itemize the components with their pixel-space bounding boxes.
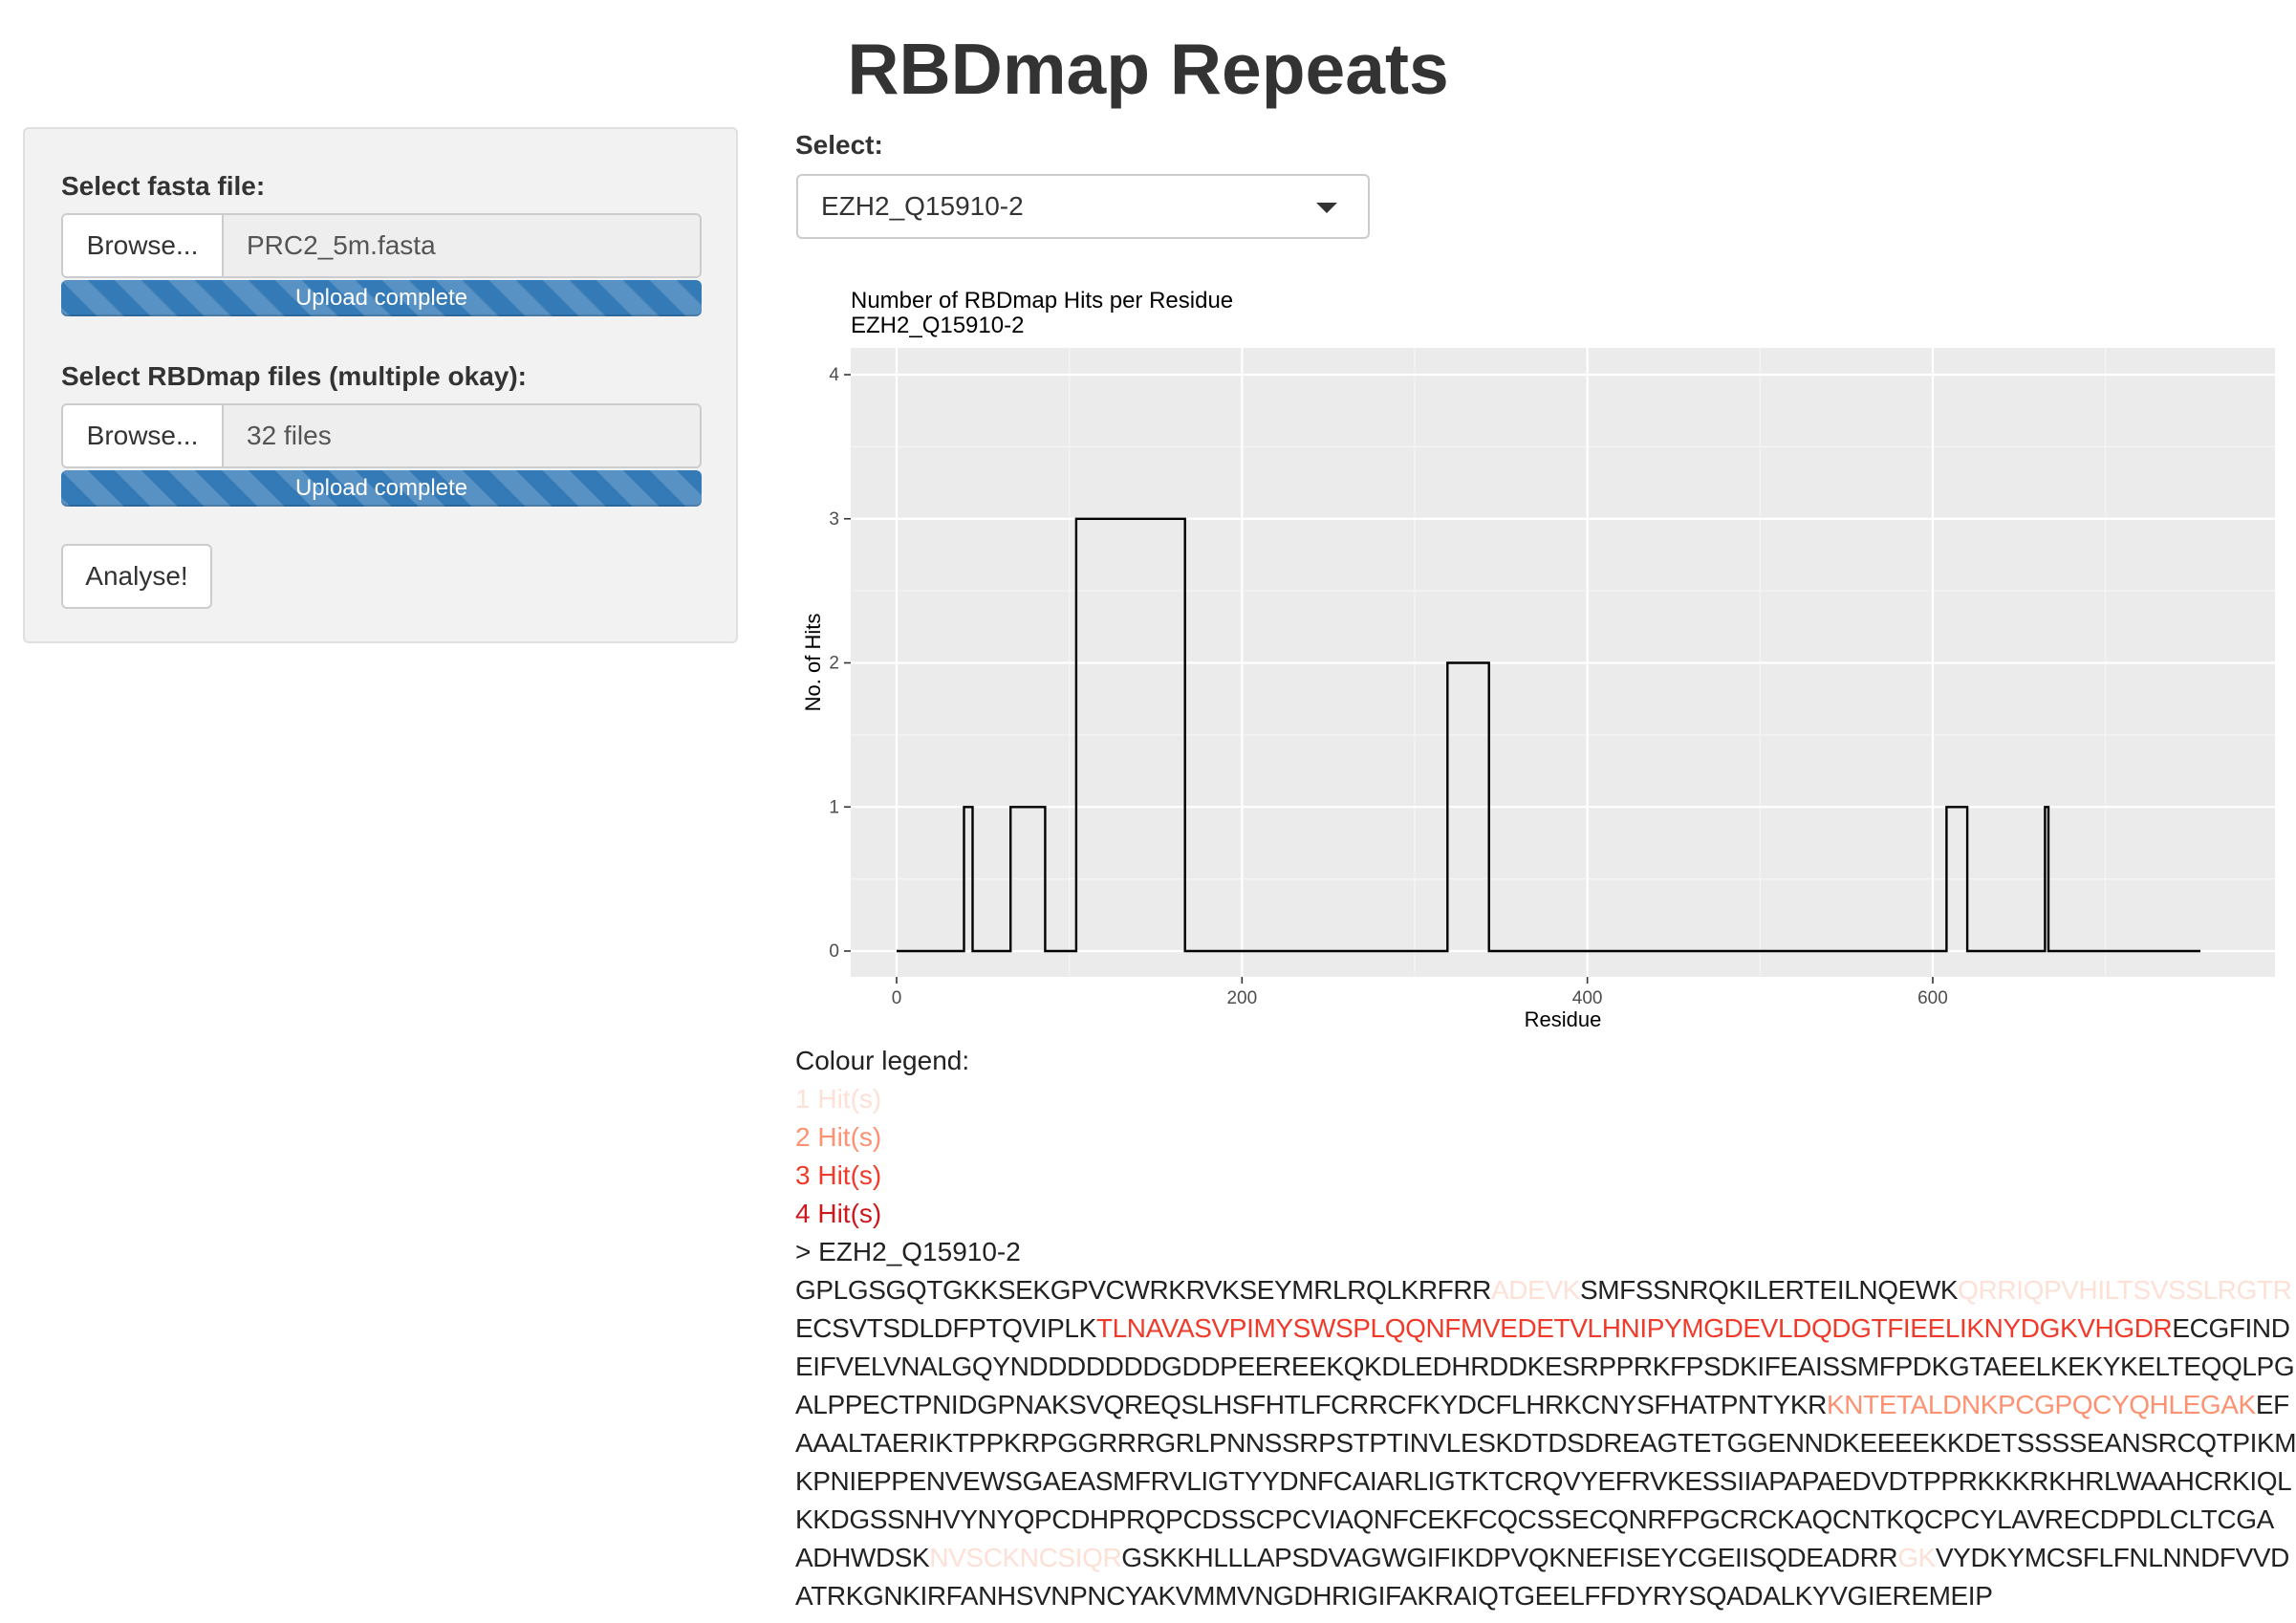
protein-select[interactable]: EZH2_Q15910-2 [796,174,1370,239]
chart-subtitle: EZH2_Q15910-2 [851,313,1024,338]
sequence-line: ECSVTSDLDFPTQVIPLKTLNAVASVPIMYSWSPLQQNFM… [795,1309,2296,1348]
sequence-segment: ECSVTSDLDFPTQVIPLK [795,1313,1096,1343]
sequence-segment: VYDKYMCSFLFNLNNDFVVD [1935,1543,2289,1572]
legend-items: 1 Hit(s) 2 Hit(s) 3 Hit(s) 4 Hit(s) [795,1080,2296,1233]
protein-select-label: Select: [795,130,883,160]
rbdmap-file-input[interactable]: Browse... 32 files [61,403,702,468]
sequence-line: KKDGSSNHVYNYQPCDHPRQPCDSSCPCVIAQNFCEKFCQ… [795,1501,2296,1539]
sequence-line: AAALTAERIKTPPKRPGGRRRGRLPNNSSRPSTPTINVLE… [795,1424,2296,1462]
sequence-segment: AAALTAERIKTPPKRPGGRRRGRLPNNSSRPSTPTINVLE… [795,1428,2296,1458]
hit-segment: NVSCKNCSIQR [929,1543,1122,1572]
hits-step-line [897,517,2200,953]
sequence-line: EIFVELVNALGQYNDDDDDDDGDDPEEREEKQKDLEDHRD… [795,1348,2296,1386]
sequence-lines: GPLGSGQTGKKSEKGPVCWRKRVKSEYMRLRQLKRFRRAD… [795,1271,2296,1615]
rbdmap-file-name: 32 files [224,405,700,466]
legend-item-2-hits: 2 Hit(s) [795,1122,882,1152]
legend-item-1-hits: 1 Hit(s) [795,1084,882,1114]
page-title: RBDmap Repeats [847,29,1449,109]
input-panel: Select fasta file: Browse... PRC2_5m.fas… [23,127,738,643]
hit-segment: KNTETALDNKPCGPQCYQHLEGAK [1826,1390,2256,1419]
fasta-upload-progress: Upload complete [61,280,702,316]
sequence-line: GPLGSGQTGKKSEKGPVCWRKRVKSEYMRLRQLKRFRRAD… [795,1271,2296,1309]
sequence-line: ATRKGNKIRFANHSVNPNCYAKVMMVNGDHRIGIFAKRAI… [795,1577,2296,1615]
plot-grid [851,348,2275,977]
sequence-segment: ATRKGNKIRFANHSVNPNCYAKVMMVNGDHRIGIFAKRAI… [795,1581,1993,1611]
legend-item-3-hits: 3 Hit(s) [795,1160,882,1190]
y-tick-label: 3 [829,509,839,530]
legend-item-4-hits: 4 Hit(s) [795,1199,882,1228]
hits-per-residue-chart: Number of RBDmap Hits per Residue EZH2_Q… [801,288,2275,1031]
sequence-line: ALPPECTPNIDGPNAKSVQREQSLHSFHTLFCRRCFKYDC… [795,1386,2296,1424]
sequence-segment: ECGFIND [2172,1313,2290,1343]
fasta-browse-button[interactable]: Browse... [63,215,224,276]
x-axis-label: Residue [1525,1007,1602,1031]
rbdmap-upload-progress: Upload complete [61,470,702,507]
chart-title: Number of RBDmap Hits per Residue [851,288,1233,314]
sequence-segment: GPLGSGQTGKKSEKGPVCWRKRVKSEYMRLRQLKRFRR [795,1275,1492,1305]
sequence-segment: EF [2255,1390,2289,1419]
sequence-header: > EZH2_Q15910-2 [795,1237,1021,1266]
sequence-segment: EIFVELVNALGQYNDDDDDDDGDDPEEREEKQKDLEDHRD… [795,1352,2295,1381]
legend-title: Colour legend: [795,1046,970,1075]
rbdmap-files-label: Select RBDmap files (multiple okay): [61,361,528,391]
y-tick-label: 2 [829,654,839,674]
sequence-segment: KPNIEPPENVEWSGAEASMFRVLIGTYYDNFCAIARLIGT… [795,1466,2292,1496]
x-tick-label: 200 [1226,988,1257,1008]
sequence-segment: GSKKHLLLAPSDVAGWGIFIKDPVQKNEFISEYCGEIISQ… [1121,1543,1898,1572]
fasta-file-input[interactable]: Browse... PRC2_5m.fasta [61,213,702,278]
y-tick-label: 1 [829,797,839,817]
hit-segment: QRRIQPVHILTSVSSLRGTR [1958,1275,2292,1305]
fasta-file-name: PRC2_5m.fasta [224,215,700,276]
sequence-segment: SMFSSNRQKILERTEILNQEWK [1579,1275,1959,1305]
sequence-segment: ALPPECTPNIDGPNAKSVQREQSLHSFHTLFCRRCFKYDC… [795,1390,1827,1419]
hit-segment: GK [1897,1543,1936,1572]
x-tick-label: 400 [1572,988,1603,1008]
analyse-button[interactable]: Analyse! [61,544,212,609]
x-tick-label: 600 [1917,988,1948,1008]
sequence-segment: ADHWDSK [795,1543,930,1572]
fasta-file-label: Select fasta file: [61,171,266,201]
hit-segment: ADEVK [1491,1275,1580,1305]
x-tick-label: 0 [892,988,902,1008]
sequence-segment: KKDGSSNHVYNYQPCDHPRQPCDSSCPCVIAQNFCEKFCQ… [795,1504,2274,1534]
y-axis-label: No. of Hits [801,614,825,712]
hit-segment: TLNAVASVPIMYSWSPLQQNFMVEDETVLHNIPYMGDEVL… [1095,1313,2173,1343]
sequence-line: KPNIEPPENVEWSGAEASMFRVLIGTYYDNFCAIARLIGT… [795,1462,2296,1501]
rbdmap-browse-button[interactable]: Browse... [63,405,224,466]
chevron-down-icon [1316,203,1337,213]
sequence-line: ADHWDSKNVSCKNCSIQRGSKKHLLLAPSDVAGWGIFIKD… [795,1539,2296,1577]
axis-ticks: 0 1 2 3 4 0 200 400 600 [829,365,1947,1008]
protein-select-value: EZH2_Q15910-2 [821,191,1024,221]
y-tick-label: 0 [829,941,839,962]
colour-legend-and-sequence: Colour legend: 1 Hit(s) 2 Hit(s) 3 Hit(s) 4… [795,1042,2296,1615]
y-tick-label: 4 [829,365,839,385]
